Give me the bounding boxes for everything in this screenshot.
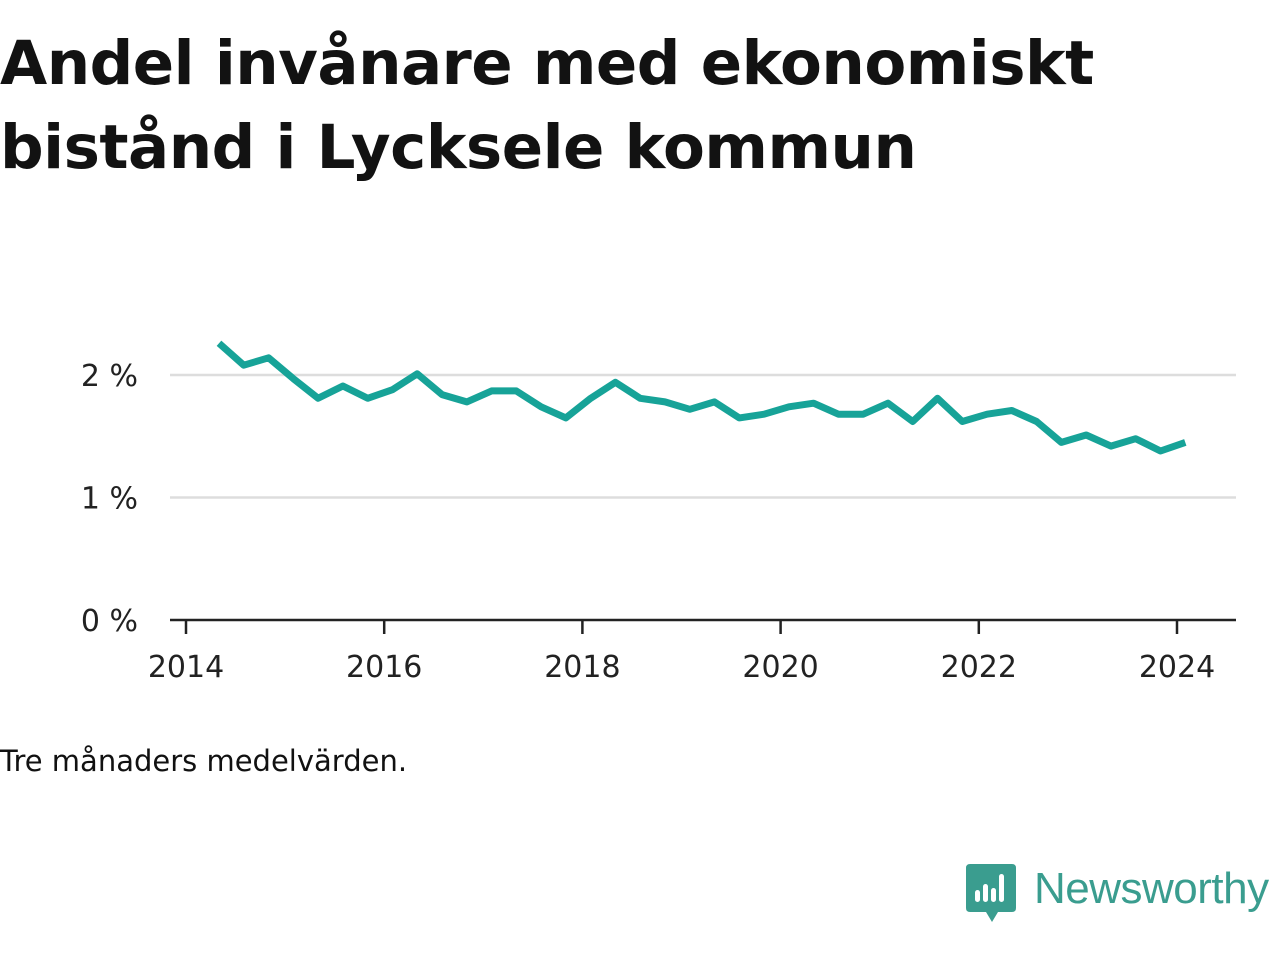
x-tick-label: 2014 (148, 650, 224, 685)
chart-note: Tre månaders medelvärden. (0, 744, 408, 778)
brand-logo: Newsworthy (964, 862, 1280, 928)
y-tick-label: 0 % (81, 604, 138, 639)
y-axis-tick-labels: 0 % 1 % 2 % (81, 359, 138, 639)
x-tick-label: 2016 (346, 650, 422, 685)
newsworthy-logo-icon (966, 864, 1016, 922)
series-line (216, 340, 1187, 455)
chart-title: Andel invånare med ekonomiskt bistånd i … (0, 28, 1094, 183)
x-tick-label: 2018 (544, 650, 620, 685)
series-layer (216, 340, 1187, 455)
brand-name: Newsworthy (1034, 864, 1269, 913)
x-tick-label: 2024 (1139, 650, 1215, 685)
gridlines (170, 373, 1236, 499)
line-chart: 0 % 1 % 2 % 2014 2016 2018 2020 2022 2024 (81, 340, 1236, 685)
y-tick-label: 1 % (81, 482, 138, 517)
x-tick-label: 2020 (742, 650, 818, 685)
x-axis: 2014 2016 2018 2020 2022 2024 (148, 618, 1236, 685)
y-tick-label: 2 % (81, 359, 138, 394)
x-tick-label: 2022 (941, 650, 1017, 685)
